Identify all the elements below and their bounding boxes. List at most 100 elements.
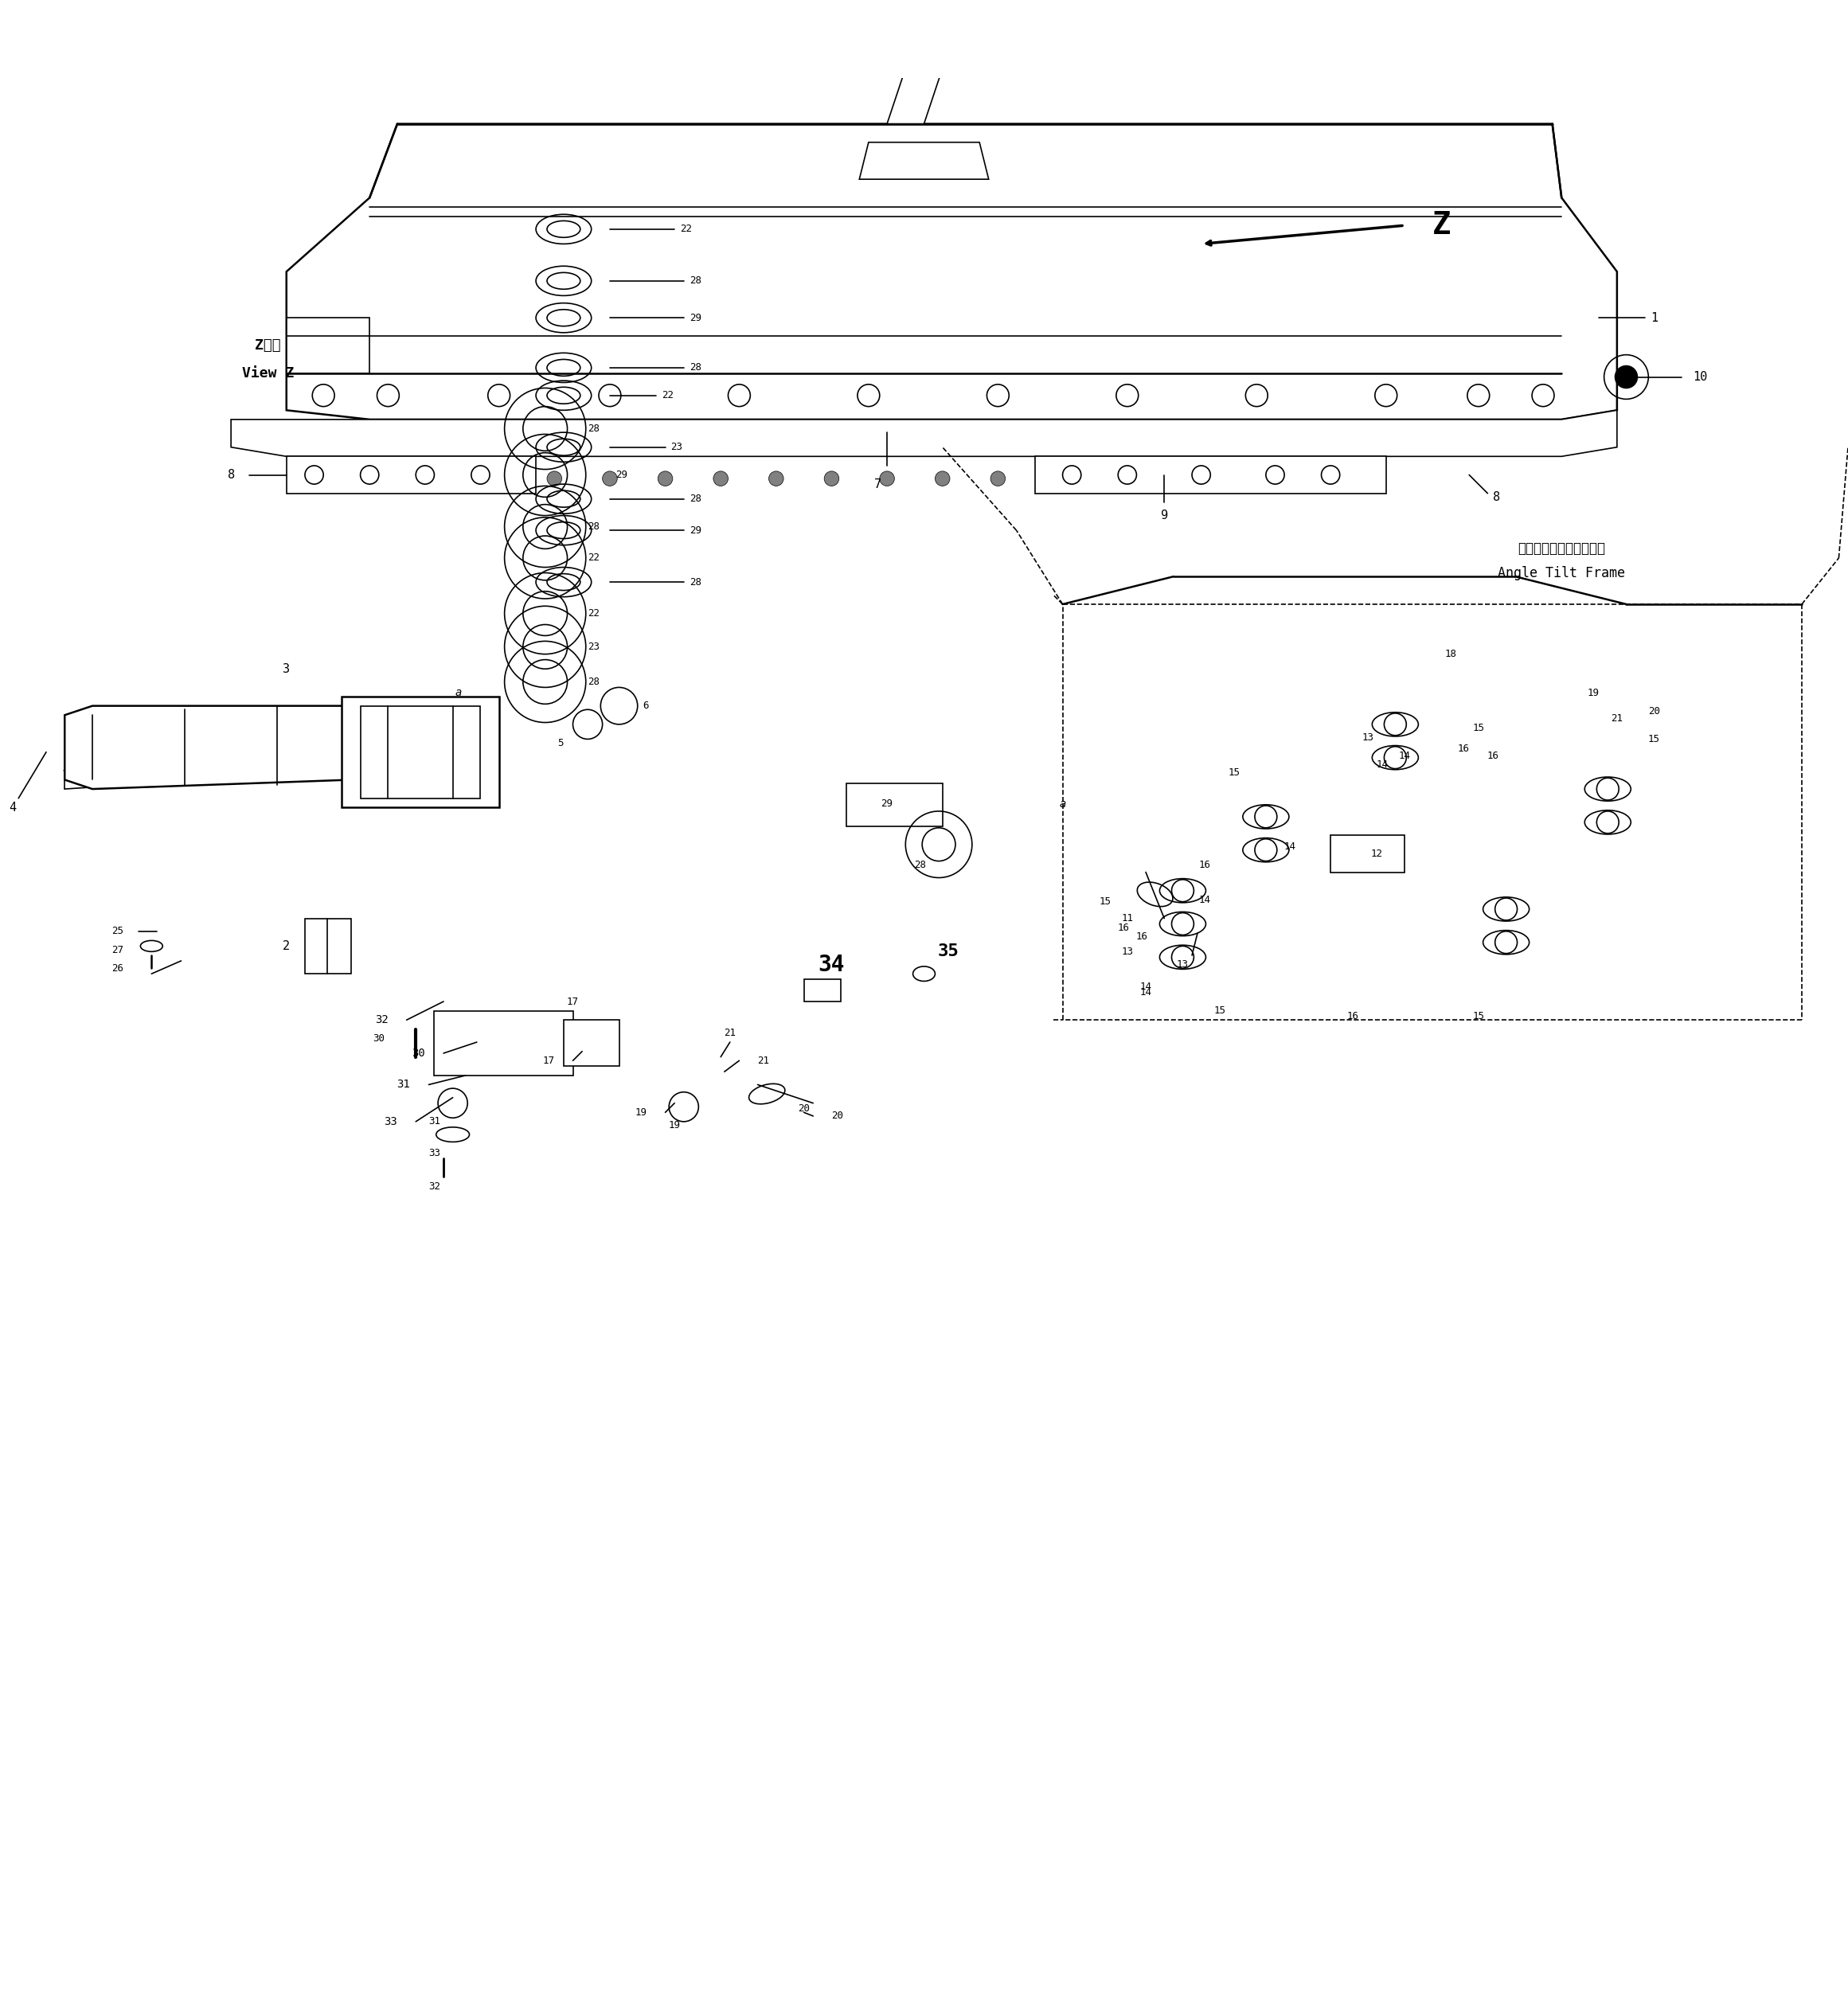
Text: 32: 32: [375, 1014, 388, 1026]
Text: 1: 1: [1650, 312, 1658, 324]
Text: 9: 9: [1161, 509, 1168, 521]
Text: 13: 13: [1177, 959, 1188, 969]
Text: 13: 13: [1122, 947, 1133, 957]
Polygon shape: [1035, 457, 1386, 493]
Text: 20: 20: [832, 1112, 843, 1122]
Text: View Z: View Z: [242, 367, 294, 381]
Polygon shape: [859, 142, 989, 178]
Text: 26: 26: [113, 963, 124, 973]
Text: 25: 25: [113, 925, 124, 937]
Text: 17: 17: [543, 1056, 554, 1066]
Text: 3: 3: [283, 663, 290, 675]
Polygon shape: [804, 979, 841, 1002]
Text: 5: 5: [558, 737, 564, 747]
Text: 15: 15: [1214, 1006, 1225, 1016]
Circle shape: [769, 471, 784, 487]
Text: 19: 19: [1587, 687, 1599, 699]
Polygon shape: [434, 1012, 573, 1076]
Text: アングルチルトフレーム: アングルチルトフレーム: [1517, 541, 1606, 557]
Polygon shape: [360, 705, 480, 799]
Text: 28: 28: [689, 276, 700, 286]
Text: Angle Tilt Frame: Angle Tilt Frame: [1499, 565, 1624, 581]
Text: 14: 14: [1199, 895, 1210, 905]
Polygon shape: [231, 411, 1617, 457]
Text: 28: 28: [588, 521, 599, 533]
Text: Z　視: Z 視: [255, 339, 281, 353]
Polygon shape: [564, 1020, 619, 1066]
Text: 7: 7: [874, 479, 881, 491]
Text: 12: 12: [1371, 849, 1382, 859]
Text: 18: 18: [1445, 649, 1456, 659]
Text: 27: 27: [113, 945, 124, 955]
Circle shape: [824, 471, 839, 487]
Text: 29: 29: [615, 471, 626, 481]
Text: 16: 16: [1118, 923, 1129, 933]
Text: 10: 10: [1693, 371, 1708, 383]
Text: 14: 14: [1140, 981, 1151, 991]
Text: 22: 22: [662, 391, 673, 401]
Text: 29: 29: [689, 312, 700, 322]
Text: 14: 14: [1284, 841, 1295, 851]
Text: 16: 16: [1137, 931, 1148, 941]
Text: Z: Z: [1432, 210, 1451, 240]
Polygon shape: [286, 124, 1617, 419]
Text: 21: 21: [758, 1056, 769, 1066]
Text: 15: 15: [1229, 767, 1240, 777]
Text: 31: 31: [397, 1080, 410, 1090]
Circle shape: [547, 471, 562, 487]
Circle shape: [602, 471, 617, 487]
Text: 23: 23: [588, 641, 599, 651]
Text: 20: 20: [798, 1104, 809, 1114]
Polygon shape: [887, 68, 942, 124]
Text: 15: 15: [1648, 733, 1660, 745]
Polygon shape: [846, 783, 942, 825]
Text: 21: 21: [724, 1028, 736, 1038]
Text: 2: 2: [283, 939, 290, 951]
Text: 15: 15: [1100, 897, 1111, 907]
Text: 30: 30: [373, 1034, 384, 1044]
Text: 33: 33: [384, 1116, 397, 1128]
Text: 11: 11: [1122, 913, 1133, 923]
Text: 16: 16: [1347, 1012, 1358, 1022]
Circle shape: [713, 471, 728, 487]
Polygon shape: [65, 705, 370, 789]
Text: a: a: [455, 687, 462, 699]
Text: 31: 31: [429, 1116, 440, 1128]
Text: 29: 29: [689, 525, 700, 535]
Text: 35: 35: [937, 943, 959, 959]
Text: 29: 29: [881, 799, 893, 809]
Polygon shape: [342, 697, 499, 807]
Text: 22: 22: [588, 553, 599, 563]
Text: 16: 16: [1488, 751, 1499, 761]
Text: 20: 20: [1648, 707, 1660, 717]
Text: 28: 28: [689, 577, 700, 587]
Text: 4: 4: [9, 801, 17, 813]
Text: 34: 34: [819, 953, 845, 975]
Text: 16: 16: [1458, 743, 1469, 753]
Text: 19: 19: [669, 1120, 680, 1130]
Text: 16: 16: [1199, 859, 1210, 869]
Polygon shape: [286, 318, 370, 373]
Circle shape: [935, 471, 950, 487]
Text: 14: 14: [1377, 759, 1388, 771]
Circle shape: [658, 471, 673, 487]
Text: 6: 6: [643, 701, 649, 711]
Circle shape: [880, 471, 894, 487]
Circle shape: [991, 471, 1005, 487]
Circle shape: [1615, 367, 1637, 389]
Text: 8: 8: [227, 469, 235, 481]
Text: 28: 28: [588, 677, 599, 687]
Text: 14: 14: [1140, 987, 1151, 997]
Text: 17: 17: [567, 995, 578, 1008]
Text: 28: 28: [689, 363, 700, 373]
Text: 28: 28: [588, 423, 599, 435]
Text: 14: 14: [1399, 751, 1410, 761]
Text: 15: 15: [1473, 723, 1484, 733]
Polygon shape: [286, 457, 536, 493]
Polygon shape: [305, 917, 351, 973]
Text: 28: 28: [689, 493, 700, 505]
Text: 28: 28: [915, 859, 926, 869]
Text: 22: 22: [680, 224, 691, 234]
Text: 8: 8: [1493, 491, 1501, 503]
Ellipse shape: [913, 965, 935, 981]
